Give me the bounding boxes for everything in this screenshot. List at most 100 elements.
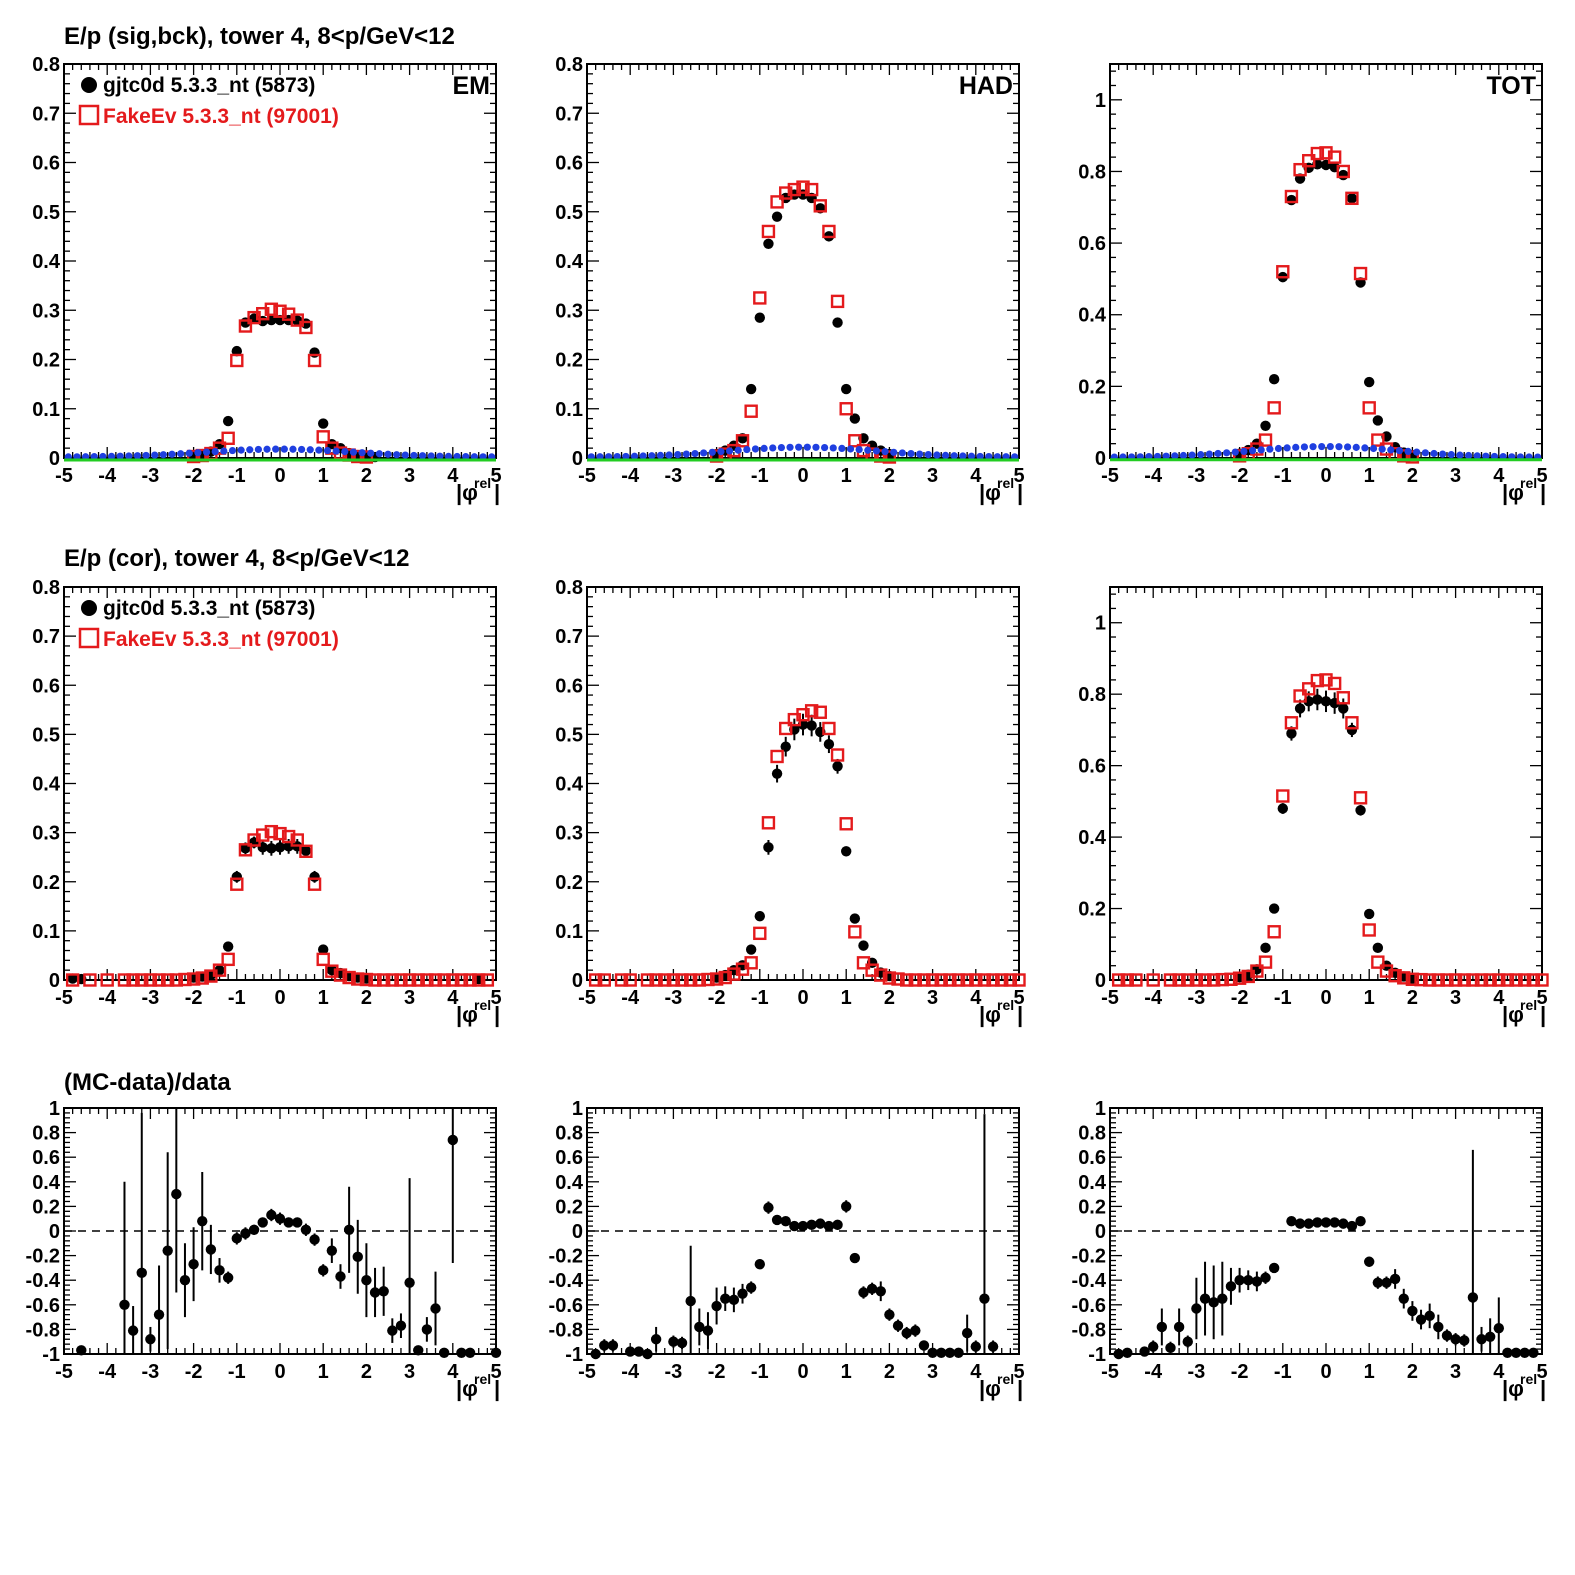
mc-point (977, 973, 992, 987)
series-bkg-blue-point (1378, 445, 1386, 453)
mc-point (178, 972, 192, 987)
x-tick-label: 4 (970, 1361, 982, 1383)
data-point (1484, 1331, 1496, 1342)
data-point (1476, 1334, 1487, 1345)
data-point (1122, 1347, 1133, 1358)
series-bkg-blue-point (1361, 444, 1369, 452)
legend-mc-label: FakeEv 5.3.3_nt (97001) (103, 105, 339, 128)
mc-point (394, 973, 408, 987)
mc-point (804, 704, 819, 718)
mc-point (1319, 146, 1333, 160)
series-bkg-blue-point (950, 452, 958, 460)
data-point (266, 1209, 277, 1221)
data-point (464, 1347, 476, 1358)
mc-point (1535, 973, 1549, 987)
x-tick-label: -2 (708, 465, 726, 487)
data-point (892, 1320, 904, 1331)
x-tick-label: 2 (884, 1361, 895, 1383)
mc-point (273, 826, 287, 841)
x-tick-label: 0 (1320, 987, 1331, 1009)
mc-point (1371, 955, 1385, 969)
x-tick-label: 5 (1536, 987, 1547, 1009)
series-bkg-blue-point (1490, 452, 1499, 461)
data-point (1260, 942, 1271, 954)
mc-point (597, 973, 611, 987)
series-bkg-blue-point (1335, 443, 1343, 451)
x-tick-label: 1 (841, 1361, 852, 1383)
x-tick-label: 2 (361, 1361, 372, 1383)
series-bkg-blue-point (1153, 452, 1162, 461)
data-point (1312, 1217, 1323, 1228)
mc-point (1129, 973, 1143, 987)
data-point (326, 1245, 338, 1256)
data-point (1217, 1293, 1228, 1304)
mc-point (333, 968, 348, 982)
series-bkg-blue-point (855, 445, 863, 454)
x-tick-label: -4 (98, 465, 117, 487)
y-tick-label: 0.1 (32, 921, 60, 943)
mc-point (1431, 973, 1446, 987)
series-bkg-blue-point (1197, 451, 1205, 459)
data-point (866, 1283, 878, 1295)
series-bkg-blue-point (1266, 445, 1274, 453)
data-point (413, 1345, 424, 1356)
data-point (625, 1346, 636, 1357)
mc-point (1198, 973, 1212, 987)
mc-point (273, 304, 287, 318)
y-tick-label: 0.8 (555, 1123, 583, 1145)
x-tick-label: -1 (751, 987, 769, 1009)
data-point (1467, 1292, 1479, 1303)
series-bkg-blue-point (803, 443, 811, 451)
mc-point (1189, 973, 1204, 987)
x-tick-label: 3 (404, 1361, 415, 1383)
data-point (1156, 1321, 1168, 1333)
data-point (858, 1287, 869, 1298)
x-tick-label: 3 (927, 465, 938, 487)
x-tick-label: -5 (1101, 987, 1119, 1009)
data-point (737, 1288, 748, 1299)
data-point (1338, 703, 1349, 714)
data-point (67, 973, 78, 984)
data-point (936, 1347, 947, 1358)
mc-point (1293, 162, 1307, 177)
row-title-cor: E/p (cor), tower 4, 8<p/GeV<12 (64, 545, 409, 572)
mc-point (899, 973, 914, 987)
panel-r0c0: -5 -4 -3 -2 -1 0 1 2 3 4 5 0 0.1 0.2 0.3 0.4 0.5 0.6 0.7 0.… (32, 54, 501, 505)
data-point (378, 1286, 389, 1297)
mc-point (1336, 691, 1350, 705)
data-point (1173, 1321, 1185, 1333)
row-title-sig-bck: E/p (sig,bck), tower 4, 8<p/GeV<12 (64, 23, 455, 50)
mc-point (1414, 972, 1428, 987)
x-tick-label: 3 (404, 987, 415, 1009)
mc-point (848, 925, 862, 939)
x-axis-label-sup: rel (474, 475, 491, 491)
x-tick-label: 1 (1364, 1361, 1375, 1383)
x-tick-label: 3 (404, 465, 415, 487)
series-bkg-blue-point (872, 447, 881, 455)
x-tick-label: -5 (55, 987, 73, 1009)
mc-point (1267, 925, 1281, 939)
data-point (1372, 415, 1384, 426)
data-point (745, 383, 757, 395)
mc-point (848, 434, 862, 448)
series-bkg-blue-point (1413, 448, 1421, 456)
mc-point (316, 952, 330, 967)
mc-point (718, 970, 732, 985)
x-axis-label: |φ (979, 480, 1001, 505)
data-point (292, 1217, 303, 1228)
data-point (1251, 1276, 1263, 1287)
mc-point (1336, 164, 1350, 179)
series-bkg-blue-point (1257, 446, 1265, 454)
x-tick-label: 1 (318, 465, 329, 487)
data-point (1415, 1314, 1427, 1325)
x-tick-label: -3 (142, 465, 160, 487)
x-tick-label: 1 (841, 987, 852, 1009)
data-point (884, 1309, 895, 1320)
y-tick-label: 0.7 (32, 103, 60, 125)
data-point (1502, 1347, 1513, 1358)
data-point (1243, 1275, 1254, 1286)
mc-point (701, 972, 715, 987)
mc-point (264, 824, 279, 839)
series-bkg-blue-point (656, 451, 665, 460)
